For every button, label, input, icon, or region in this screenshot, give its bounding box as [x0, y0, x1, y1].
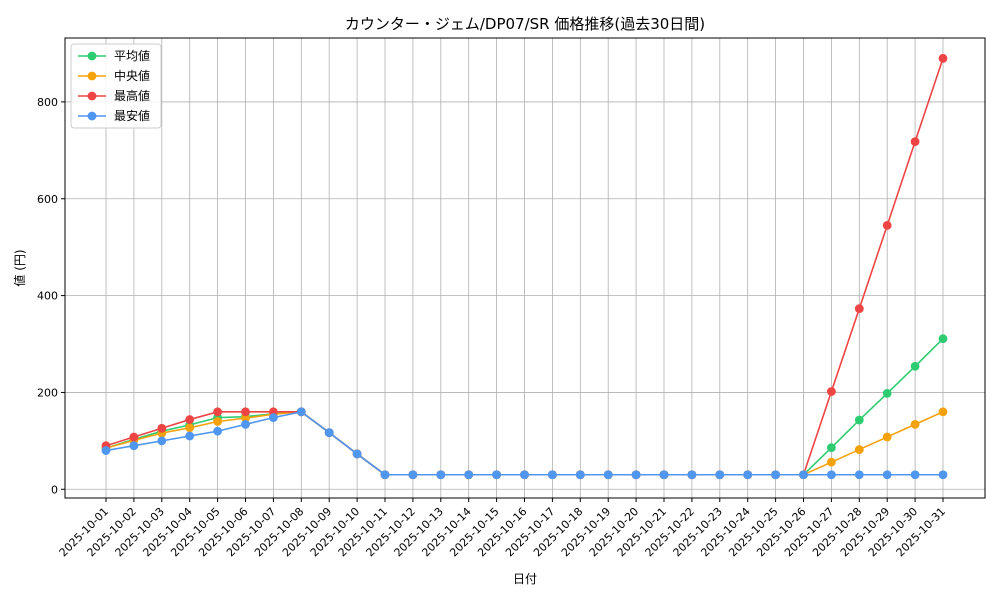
data-point [743, 470, 753, 480]
data-point [129, 441, 139, 451]
legend-box [70, 43, 162, 129]
data-point [827, 457, 836, 467]
data-point [157, 423, 167, 433]
y-tick-label: 600 [37, 193, 58, 206]
series-3 [101, 407, 948, 480]
x-axis-label: 日付 [513, 572, 537, 586]
data-point [492, 470, 501, 480]
data-point [910, 470, 920, 480]
y-tick-label: 800 [37, 96, 58, 109]
data-point [938, 407, 948, 417]
legend-swatch-marker [87, 91, 97, 101]
data-point [827, 443, 836, 453]
data-point [352, 449, 362, 459]
grid-lines [65, 38, 985, 498]
data-point [910, 420, 920, 429]
data-point [659, 470, 669, 480]
data-point [631, 470, 641, 480]
data-point [799, 470, 808, 480]
chart-title: カウンター・ジェム/DP07/SR 価格推移(過去30日間) [345, 15, 705, 33]
data-point [464, 470, 474, 480]
data-point [213, 407, 223, 417]
data-point [910, 137, 920, 147]
data-point [269, 413, 278, 423]
y-tick-label: 200 [37, 386, 58, 399]
data-point [436, 470, 446, 480]
data-point [882, 470, 892, 480]
data-point [882, 432, 892, 442]
y-tick-label: 0 [51, 483, 58, 496]
legend-label: 中央値 [114, 68, 150, 83]
data-point [854, 304, 864, 314]
y-tick-label: 400 [37, 290, 58, 303]
data-point [101, 446, 111, 455]
data-point [241, 407, 250, 417]
legend-swatch-marker [87, 51, 97, 61]
data-point [771, 470, 780, 480]
data-point [185, 415, 195, 424]
data-point [938, 470, 948, 480]
data-point [938, 334, 948, 344]
data-point [185, 423, 195, 433]
data-point [827, 470, 836, 480]
data-point [380, 470, 390, 480]
data-point [910, 361, 920, 371]
data-point [241, 413, 250, 423]
data-point [520, 470, 529, 480]
data-point [548, 470, 557, 480]
data-point [827, 387, 836, 396]
data-point [715, 470, 725, 480]
legend-label: 最高値 [114, 88, 150, 103]
data-point [324, 428, 334, 438]
data-point [296, 407, 306, 417]
data-point [854, 445, 864, 454]
series-layer [101, 53, 948, 480]
data-point [687, 470, 697, 480]
legend-swatch-marker [87, 111, 97, 121]
data-point [157, 436, 167, 446]
data-point [241, 420, 250, 429]
data-point [854, 415, 864, 425]
data-point [408, 470, 418, 480]
y-axis-ticks: 0 200 400 600 800 [37, 96, 65, 496]
y-axis-label: 値 (円) [12, 249, 27, 286]
x-axis-ticks: 2025-10-012025-10-022025-10-032025-10-04… [57, 498, 948, 559]
data-point [882, 220, 892, 230]
data-point [575, 470, 585, 480]
data-point [185, 431, 195, 441]
data-point [854, 470, 864, 480]
data-point [938, 53, 948, 63]
plot-frame [64, 37, 986, 499]
data-point [213, 417, 223, 426]
legend-label: 最安値 [114, 108, 150, 123]
data-point [603, 470, 613, 480]
legend-label: 平均値 [114, 48, 150, 63]
data-point [129, 432, 139, 442]
legend-swatch-marker [87, 71, 97, 81]
data-point [213, 426, 223, 436]
data-point [882, 389, 892, 398]
